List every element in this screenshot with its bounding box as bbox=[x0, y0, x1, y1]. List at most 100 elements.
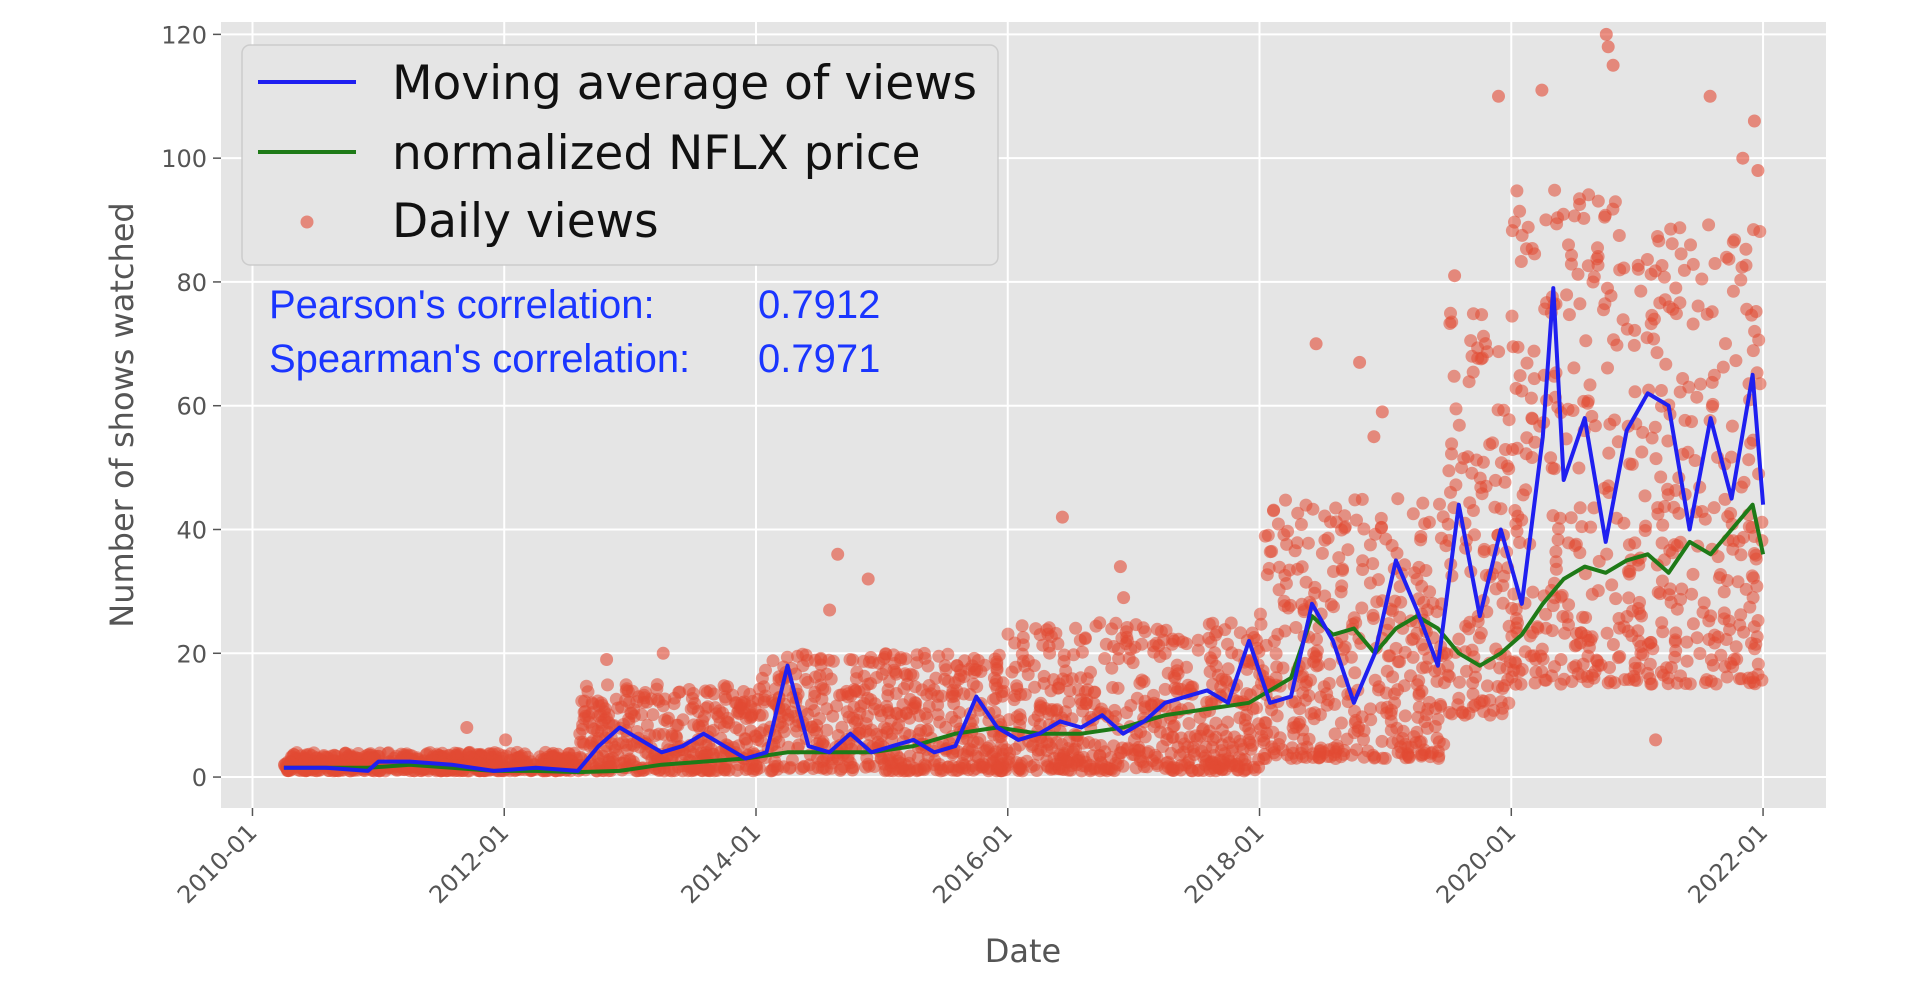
daily-views-point bbox=[1617, 620, 1631, 634]
daily-views-point bbox=[1338, 640, 1352, 654]
daily-views-point bbox=[1655, 259, 1669, 272]
daily-views-point bbox=[1721, 510, 1735, 524]
daily-views-point bbox=[1724, 656, 1738, 670]
daily-views-point bbox=[1463, 496, 1477, 510]
daily-views-point bbox=[1106, 715, 1120, 728]
daily-views-point bbox=[1040, 623, 1054, 637]
daily-views-point bbox=[861, 691, 875, 705]
daily-views-point bbox=[1591, 584, 1605, 598]
daily-views-point bbox=[351, 747, 365, 760]
daily-views-point bbox=[1550, 217, 1564, 231]
daily-views-point bbox=[938, 659, 952, 673]
daily-views-point bbox=[1055, 737, 1069, 751]
daily-views-point bbox=[575, 694, 589, 708]
daily-views-point bbox=[1265, 703, 1278, 717]
y-tick-label: 40 bbox=[176, 516, 207, 544]
daily-views-point bbox=[910, 648, 924, 662]
daily-views-point bbox=[1015, 619, 1029, 633]
daily-views-point bbox=[576, 718, 590, 732]
daily-views-point bbox=[1718, 492, 1732, 506]
daily-views-point bbox=[752, 761, 766, 775]
daily-views-point bbox=[1294, 746, 1308, 760]
daily-views-point bbox=[1496, 701, 1509, 715]
daily-views-point bbox=[1724, 450, 1738, 464]
daily-views-point bbox=[1605, 578, 1619, 592]
daily-views-point bbox=[1270, 660, 1284, 674]
daily-views-point bbox=[1562, 308, 1576, 322]
daily-views-point bbox=[1062, 763, 1075, 777]
daily-views-point bbox=[1093, 749, 1107, 763]
daily-views-point bbox=[1309, 650, 1323, 664]
daily-views-point bbox=[1587, 501, 1601, 515]
daily-views-point bbox=[1416, 661, 1430, 675]
daily-views-point bbox=[1269, 647, 1283, 661]
daily-views-point bbox=[860, 710, 874, 723]
daily-views-point bbox=[1752, 333, 1766, 347]
y-axis: 0 20 40 60 80 100 120 bbox=[161, 21, 221, 792]
daily-views-outlier-point bbox=[1309, 337, 1323, 351]
daily-views-point bbox=[1720, 670, 1734, 684]
daily-views-point bbox=[579, 679, 593, 693]
daily-views-point bbox=[733, 723, 747, 737]
daily-views-point bbox=[932, 649, 946, 663]
daily-views-point bbox=[1108, 703, 1122, 717]
daily-views-point bbox=[1602, 486, 1616, 499]
daily-views-point bbox=[1363, 702, 1377, 716]
daily-views-point bbox=[1272, 560, 1286, 574]
daily-views-point bbox=[1289, 621, 1303, 634]
daily-views-outlier-point bbox=[1367, 430, 1381, 444]
daily-views-point bbox=[1529, 665, 1543, 679]
daily-views-point bbox=[1284, 751, 1298, 765]
daily-views-outlier-point bbox=[1117, 591, 1131, 605]
daily-views-point bbox=[1196, 764, 1210, 777]
daily-views-point bbox=[1029, 622, 1043, 636]
daily-views-point bbox=[759, 663, 772, 677]
daily-views-point bbox=[652, 727, 666, 741]
legend-label-nflx-price: normalized NFLX price bbox=[392, 126, 921, 181]
daily-views-point bbox=[1632, 662, 1646, 675]
daily-views-point bbox=[1581, 259, 1595, 273]
daily-views-point bbox=[1370, 595, 1384, 609]
daily-views-point bbox=[1329, 501, 1343, 515]
daily-views-point bbox=[1452, 418, 1466, 432]
daily-views-point bbox=[1436, 510, 1450, 524]
daily-views-point bbox=[1265, 740, 1279, 754]
daily-views-point bbox=[676, 713, 690, 727]
daily-views-point bbox=[1349, 713, 1363, 727]
daily-views-point bbox=[1242, 722, 1256, 736]
daily-views-point bbox=[735, 702, 749, 715]
daily-views-point bbox=[1153, 725, 1167, 739]
y-axis-label: Number of shows watched bbox=[103, 202, 141, 627]
daily-views-point bbox=[1106, 681, 1120, 694]
daily-views-point bbox=[1491, 680, 1505, 693]
daily-views-point bbox=[1391, 683, 1405, 697]
daily-views-point bbox=[755, 708, 769, 722]
daily-views-point bbox=[1673, 385, 1687, 399]
daily-views-point bbox=[1001, 627, 1015, 641]
daily-views-point bbox=[1678, 413, 1692, 427]
daily-views-point bbox=[1380, 664, 1394, 678]
daily-views-point bbox=[1638, 524, 1652, 537]
daily-views-point bbox=[1628, 673, 1642, 687]
daily-views-point bbox=[945, 710, 959, 724]
daily-views-point bbox=[987, 728, 1001, 742]
daily-views-point bbox=[1633, 595, 1646, 609]
daily-views-point bbox=[1015, 764, 1029, 778]
daily-views-point bbox=[1702, 218, 1716, 232]
daily-views-point bbox=[1513, 536, 1527, 549]
daily-views-point bbox=[650, 678, 664, 692]
daily-views-outlier-point bbox=[1055, 510, 1069, 524]
daily-views-point bbox=[1318, 589, 1332, 603]
daily-views-point bbox=[1524, 391, 1538, 405]
daily-views-point bbox=[1138, 694, 1152, 708]
daily-views-point bbox=[1388, 696, 1402, 710]
daily-views-point bbox=[1382, 617, 1396, 631]
daily-views-point bbox=[840, 739, 854, 753]
daily-views-point bbox=[792, 738, 806, 752]
daily-views-point bbox=[640, 718, 654, 732]
x-tick-label: 2016-01 bbox=[927, 818, 1018, 909]
daily-views-point bbox=[1080, 672, 1094, 686]
daily-views-point bbox=[1474, 480, 1488, 494]
daily-views-point bbox=[1203, 665, 1217, 679]
daily-views-point bbox=[686, 687, 700, 700]
